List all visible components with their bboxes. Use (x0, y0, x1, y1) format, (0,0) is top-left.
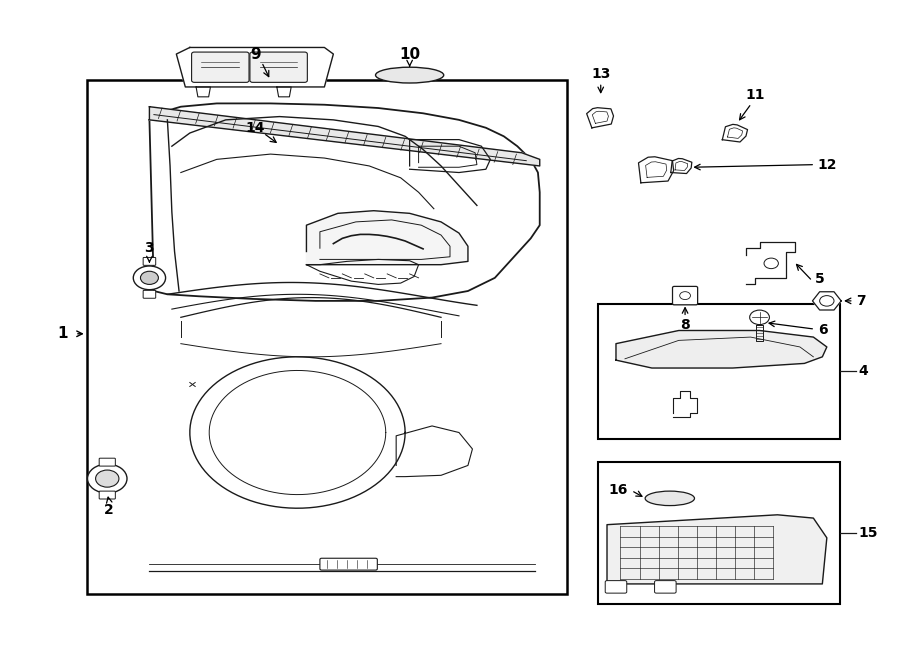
Circle shape (764, 258, 778, 268)
Polygon shape (670, 159, 692, 174)
Circle shape (87, 464, 127, 493)
Polygon shape (672, 391, 697, 417)
Ellipse shape (645, 491, 695, 506)
FancyBboxPatch shape (99, 491, 115, 499)
FancyBboxPatch shape (99, 458, 115, 466)
Ellipse shape (375, 67, 444, 83)
Text: 4: 4 (859, 364, 868, 378)
FancyBboxPatch shape (672, 286, 698, 305)
Text: 12: 12 (818, 157, 837, 172)
FancyBboxPatch shape (192, 52, 249, 83)
Text: 1: 1 (58, 327, 68, 341)
Bar (598, 304, 841, 439)
Text: 8: 8 (680, 318, 690, 332)
Text: 7: 7 (857, 294, 866, 308)
Text: 11: 11 (745, 88, 765, 102)
Text: 6: 6 (818, 323, 827, 338)
Text: 5: 5 (815, 272, 825, 286)
Polygon shape (176, 48, 333, 87)
Circle shape (133, 266, 166, 290)
Text: 9: 9 (250, 46, 261, 61)
FancyBboxPatch shape (654, 580, 676, 593)
Text: 16: 16 (608, 483, 627, 498)
Text: 15: 15 (859, 526, 877, 540)
Polygon shape (638, 157, 673, 183)
Bar (598, 462, 841, 603)
Polygon shape (723, 124, 748, 142)
FancyBboxPatch shape (605, 580, 626, 593)
Polygon shape (306, 211, 468, 264)
Circle shape (680, 292, 690, 299)
Polygon shape (607, 515, 827, 584)
FancyBboxPatch shape (250, 52, 307, 83)
Circle shape (750, 310, 770, 325)
Polygon shape (587, 108, 614, 128)
Circle shape (140, 271, 158, 284)
Text: 10: 10 (399, 46, 420, 61)
Polygon shape (196, 87, 211, 97)
FancyBboxPatch shape (143, 257, 156, 265)
Bar (86, 81, 567, 594)
Text: 14: 14 (246, 121, 266, 135)
Polygon shape (277, 87, 292, 97)
Polygon shape (813, 292, 842, 310)
Text: 2: 2 (104, 502, 114, 516)
FancyBboxPatch shape (320, 559, 377, 570)
Polygon shape (616, 330, 827, 368)
Text: 3: 3 (145, 241, 154, 255)
Polygon shape (746, 242, 796, 284)
Polygon shape (149, 103, 540, 301)
Text: 13: 13 (591, 67, 610, 81)
Circle shape (95, 470, 119, 487)
Polygon shape (149, 106, 540, 166)
FancyBboxPatch shape (143, 290, 156, 298)
Circle shape (820, 295, 834, 306)
